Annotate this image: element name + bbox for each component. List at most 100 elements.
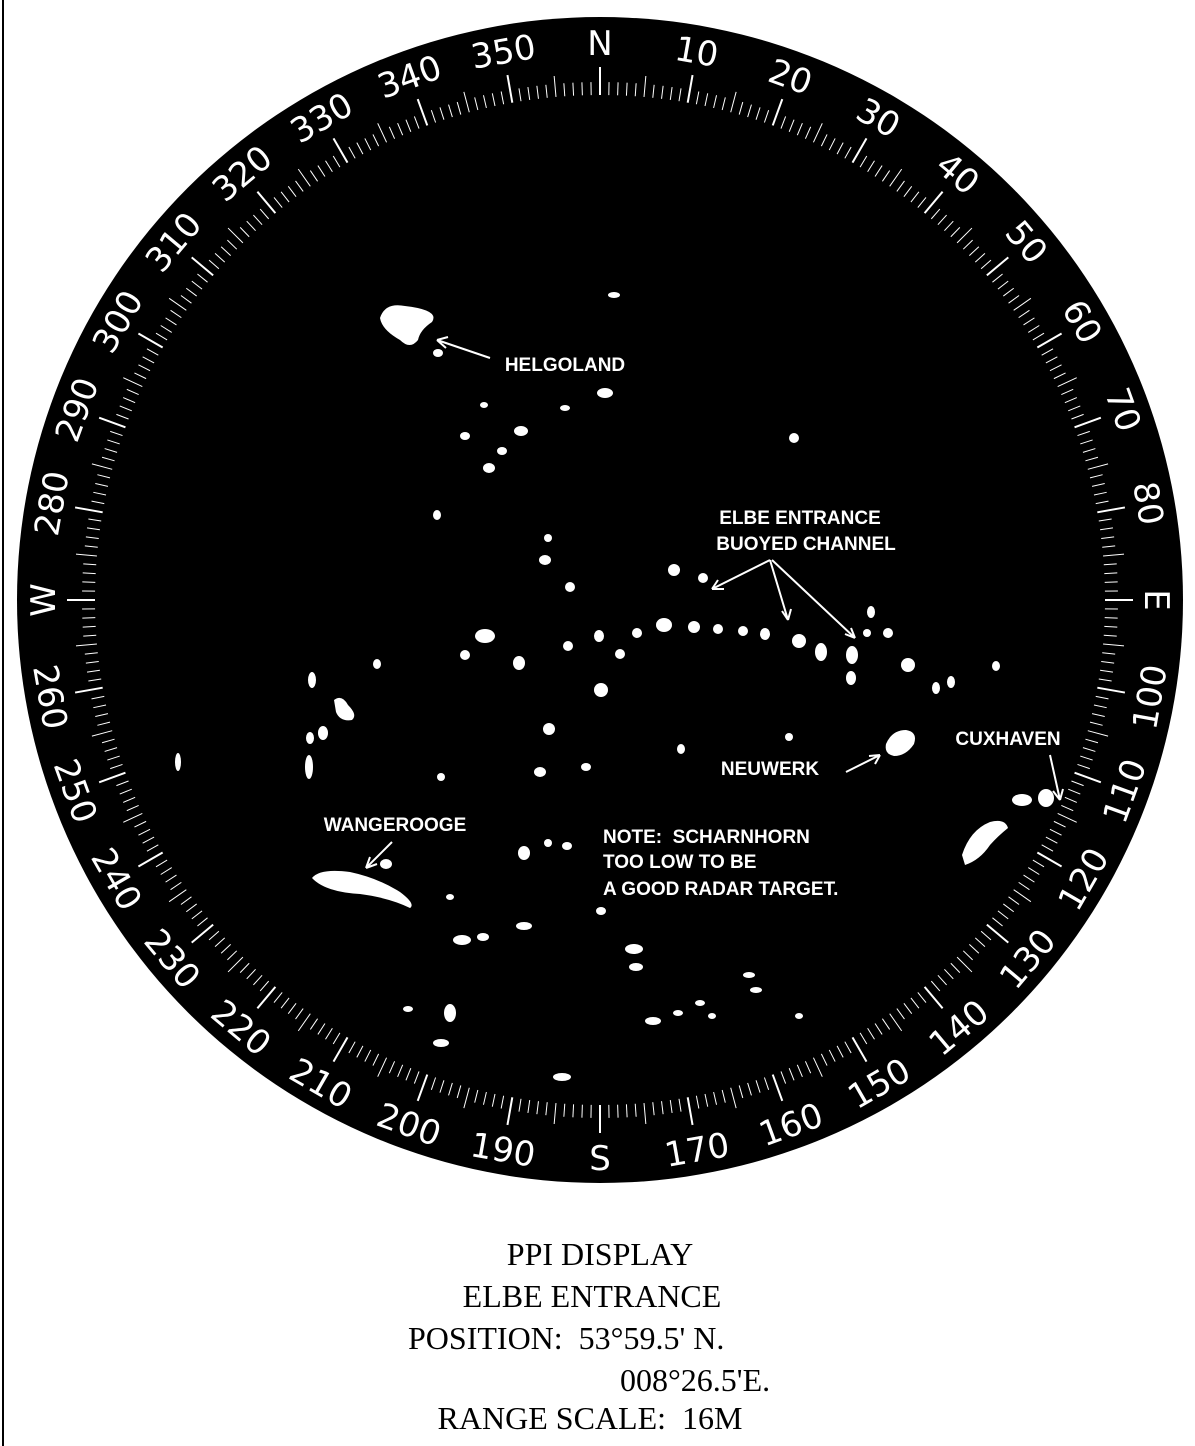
radar-echo — [516, 922, 532, 930]
radar-echo — [513, 656, 525, 670]
radar-echo — [625, 944, 643, 954]
radar-echo — [883, 628, 893, 638]
radar-echo — [698, 573, 708, 583]
radar-echo — [867, 606, 875, 618]
radar-echo — [460, 650, 470, 660]
radar-echo — [518, 846, 530, 860]
radar-echo — [688, 621, 700, 633]
radar-echo — [992, 661, 1000, 671]
radar-echo — [553, 1073, 571, 1081]
radar-echo — [433, 349, 443, 357]
note-line: TOO LOW TO BE — [603, 852, 756, 873]
radar-echo — [629, 963, 643, 971]
radar-echo — [947, 676, 955, 688]
radar-echo — [750, 987, 762, 993]
radar-echo — [563, 641, 573, 651]
caption: PPI DISPLAY ELBE ENTRANCE POSITION: 53°5… — [408, 1236, 770, 1436]
radar-echo — [437, 773, 445, 781]
radar-echo — [863, 629, 871, 637]
radar-echo — [305, 755, 313, 779]
radar-echo — [760, 628, 770, 640]
bearing-tick — [573, 1104, 574, 1117]
radar-echo — [373, 659, 381, 669]
bearing-tick — [573, 83, 574, 96]
radar-echo — [632, 628, 642, 638]
radar-echo — [433, 510, 441, 520]
radar-echo — [497, 447, 507, 455]
radar-echo — [743, 972, 755, 978]
label-elbe: BUOYED CHANNEL — [716, 534, 896, 555]
bearing-label: S — [589, 1139, 611, 1179]
radar-screen — [97, 97, 1103, 1103]
radar-echo — [460, 432, 470, 440]
radar-echo — [539, 555, 551, 565]
radar-echo — [656, 618, 672, 632]
radar-echo — [738, 626, 748, 636]
caption-title: PPI DISPLAY — [507, 1236, 693, 1272]
radar-echo — [789, 433, 799, 443]
label-wangerooge: WANGEROOGE — [324, 815, 467, 836]
ppi-figure: N1020304050607080E1001101201301401501601… — [0, 0, 1195, 1446]
radar-echo — [713, 624, 723, 634]
radar-echo — [668, 564, 680, 576]
radar-echo — [597, 388, 613, 398]
radar-echo — [444, 1004, 456, 1022]
radar-echo — [306, 732, 314, 744]
bearing-label: W — [24, 583, 64, 617]
radar-echo — [815, 643, 827, 661]
bearing-tick — [83, 573, 96, 574]
label-cuxhaven: CUXHAVEN — [955, 729, 1060, 750]
radar-echo — [483, 463, 495, 473]
radar-echo — [175, 753, 181, 771]
bearing-tick — [1104, 573, 1117, 574]
radar-echo — [433, 1039, 449, 1047]
radar-echo — [846, 671, 856, 685]
caption-area: ELBE ENTRANCE — [463, 1278, 722, 1314]
label-helgoland: HELGOLAND — [505, 355, 625, 376]
radar-echo — [785, 733, 793, 741]
radar-echo — [565, 582, 575, 592]
bearing-label: E — [1136, 589, 1176, 610]
radar-echo — [1038, 789, 1054, 807]
radar-echo — [543, 723, 555, 735]
caption-range: RANGE SCALE: 16M — [438, 1400, 743, 1436]
radar-echo — [380, 859, 392, 869]
bearing-label: 80 — [1124, 479, 1171, 529]
radar-echo — [901, 658, 915, 672]
bearing-label: N — [587, 24, 612, 64]
radar-echo — [544, 534, 552, 542]
radar-echo — [453, 935, 471, 945]
radar-echo — [581, 763, 591, 771]
bearing-tick — [626, 83, 627, 96]
radar-echo — [562, 842, 572, 850]
radar-echo — [318, 726, 328, 740]
radar-echo — [1012, 794, 1032, 806]
radar-echo — [608, 292, 620, 298]
radar-echo — [514, 426, 528, 436]
caption-longitude: 008°26.5'E. — [620, 1362, 770, 1398]
radar-echo — [544, 839, 552, 847]
bearing-tick — [1104, 626, 1117, 627]
radar-echo — [534, 767, 546, 777]
radar-echo — [480, 402, 488, 408]
radar-echo — [446, 894, 454, 900]
radar-echo — [708, 1013, 716, 1019]
radar-echo — [932, 682, 940, 694]
note-line: A GOOD RADAR TARGET. — [603, 879, 838, 900]
radar-echo — [792, 634, 806, 648]
note-line: NOTE: SCHARNHORN — [603, 827, 810, 848]
radar-echo — [695, 1000, 705, 1006]
radar-echo — [596, 907, 606, 915]
radar-echo — [645, 1017, 661, 1025]
radar-echo — [475, 629, 495, 643]
radar-echo — [403, 1006, 413, 1012]
radar-echo — [673, 1010, 683, 1016]
radar-echo — [308, 672, 316, 688]
radar-echo — [846, 646, 858, 664]
radar-echo — [594, 630, 604, 642]
radar-echo — [615, 649, 625, 659]
radar-echo — [795, 1013, 803, 1019]
label-elbe: ELBE ENTRANCE — [719, 508, 881, 529]
radar-echo — [560, 405, 570, 411]
label-neuwerk: NEUWERK — [721, 759, 819, 780]
